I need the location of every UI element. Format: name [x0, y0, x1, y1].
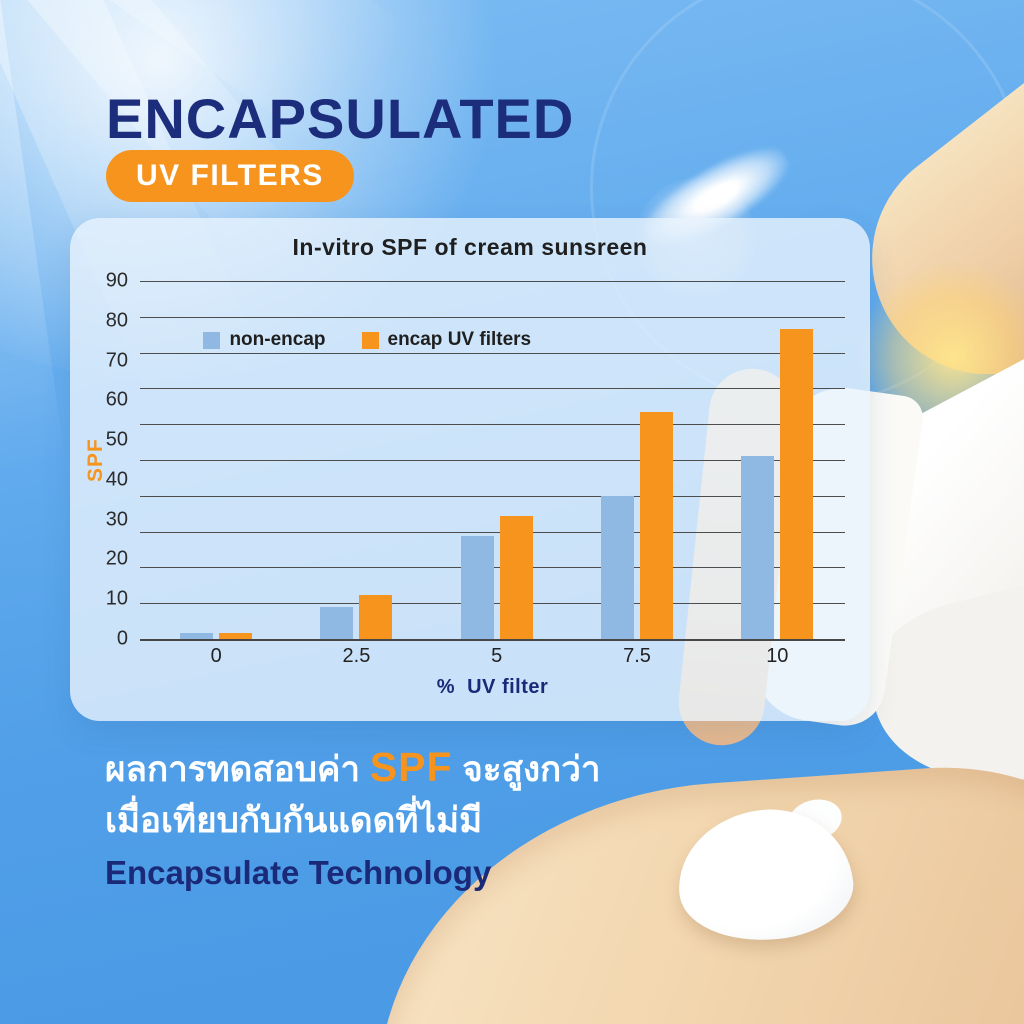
x-axis-line [140, 639, 845, 641]
bar [320, 607, 354, 639]
caption-line-1: ผลการทดสอบค่า SPF จะสูงกว่า [105, 744, 601, 790]
legend-swatch [361, 331, 379, 349]
y-tick-label: 0 [116, 627, 128, 650]
gridline [140, 460, 845, 461]
plot-area: non-encap encap UV filters [140, 281, 845, 641]
caption-line-2: เมื่อเทียบกับกันแดดที่ไม่มี [105, 801, 483, 841]
legend: non-encap encap UV filters [203, 329, 531, 351]
bar-group [601, 281, 674, 639]
x-tick-label: 5 [491, 645, 503, 667]
bar [499, 515, 533, 639]
gridline [140, 424, 845, 426]
y-tick-label: 80 [105, 309, 128, 332]
y-tick-label: 30 [105, 508, 128, 531]
page-title: ENCAPSULATED [106, 87, 575, 150]
x-tick-label: 10 [766, 645, 789, 667]
spf-highlight: SPF [369, 744, 453, 790]
x-axis-labels: 0 2.5 5 7.5 10 [140, 645, 845, 671]
y-tick-label: 50 [105, 428, 128, 451]
legend-swatch [203, 331, 221, 349]
chart-card: In-vitro SPF of cream sunsreen SPF 90 80 7… [70, 218, 870, 721]
chart-title: In-vitro SPF of cream sunsreen [292, 234, 648, 260]
gridline [140, 281, 845, 282]
bar [601, 495, 635, 639]
bar-group [180, 281, 253, 639]
y-tick-label: 60 [105, 388, 128, 411]
legend-item: non-encap [203, 329, 326, 351]
gridline [140, 495, 845, 497]
legend-label: non-encap [229, 329, 326, 351]
bar [359, 595, 393, 639]
y-tick-label: 70 [105, 349, 128, 372]
y-tick-label: 90 [105, 269, 128, 292]
x-tick-label: 7.5 [623, 645, 651, 667]
gridline [140, 316, 845, 318]
bar-group [741, 281, 814, 639]
bar [219, 633, 253, 639]
gridline [140, 352, 845, 354]
y-tick-label: 20 [105, 547, 128, 570]
y-tick-label: 40 [105, 468, 128, 491]
x-tick-label: 2.5 [342, 645, 371, 667]
bar [640, 412, 674, 639]
legend-item: encap UV filters [361, 329, 532, 351]
gridline [140, 531, 845, 533]
bar [460, 535, 494, 639]
bar [180, 633, 214, 639]
gridline [140, 388, 845, 390]
x-tick-label: 0 [210, 645, 222, 667]
caption-line-3: Encapsulate Technology [105, 853, 492, 891]
bar-group [460, 281, 533, 639]
x-axis-title: % UV filter [436, 676, 549, 698]
uv-filters-badge: UV FILTERS [106, 150, 354, 202]
bar [780, 328, 814, 639]
legend-label: encap UV filters [387, 329, 532, 351]
y-tick-label: 10 [105, 587, 128, 610]
caption: ผลการทดสอบค่า SPF จะสูงกว่า เมื่อเทียบกั… [105, 738, 601, 897]
bar-group [320, 281, 393, 639]
bar [741, 456, 775, 639]
y-axis-labels: 90 80 70 60 50 40 30 20 10 0 [70, 270, 128, 650]
